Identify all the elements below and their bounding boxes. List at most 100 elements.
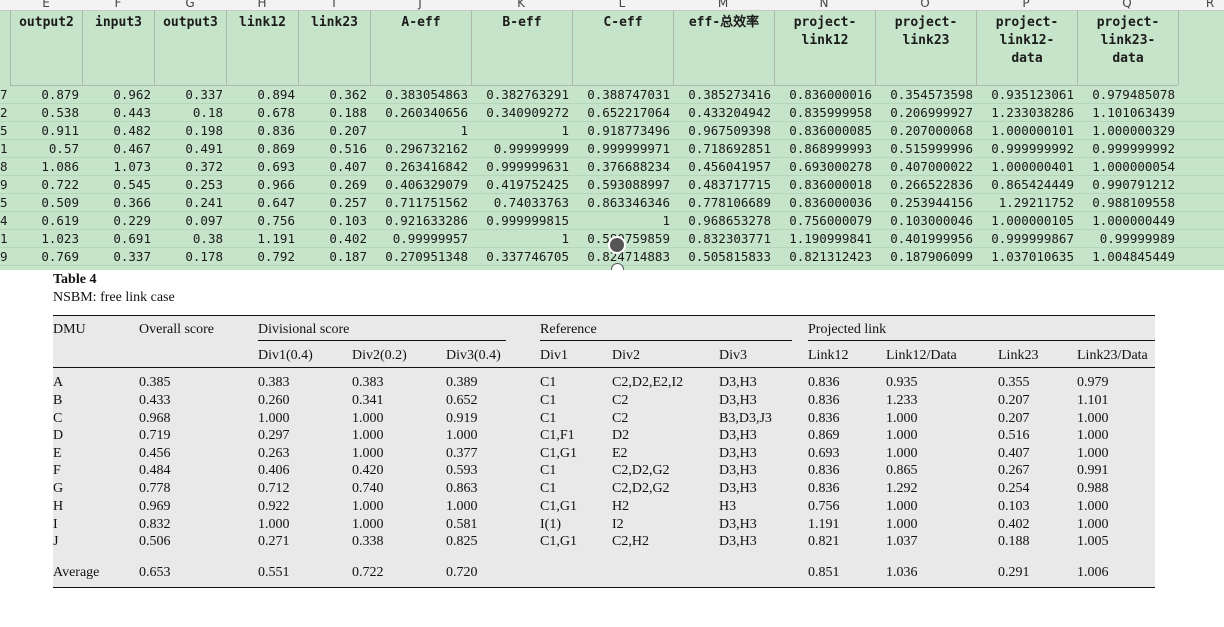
header-cell[interactable]: project- link23- data — [1096, 15, 1160, 66]
data-cell[interactable]: 1.000000054 — [1092, 159, 1175, 174]
data-cell[interactable]: 0.482 — [113, 123, 151, 138]
data-cell[interactable]: 0.253944156 — [890, 195, 973, 210]
data-cell[interactable]: 0.266522836 — [890, 177, 973, 192]
data-cell[interactable]: 0.863346346 — [587, 195, 670, 210]
data-cell[interactable]: 0.372 — [185, 159, 223, 174]
data-cell[interactable]: 0.865424449 — [991, 177, 1074, 192]
spreadsheet-grid[interactable]: E F G H I J K L M N O P Q R output2 input3 output3 link1… — [0, 0, 1224, 270]
row-number-fragment[interactable]: 9 — [0, 177, 8, 192]
data-cell[interactable]: 0.593088997 — [587, 177, 670, 192]
data-cell[interactable]: 0.652217064 — [587, 105, 670, 120]
row-number-fragment[interactable]: 8 — [0, 159, 8, 174]
data-cell[interactable]: 0.722 — [41, 177, 79, 192]
data-cell[interactable]: 0.693000278 — [789, 159, 872, 174]
header-cell[interactable]: C-eff — [603, 15, 643, 30]
data-cell[interactable]: 0.263416842 — [385, 159, 468, 174]
data-cell[interactable]: 1.004845449 — [1092, 249, 1175, 264]
data-cell[interactable]: 0.362 — [329, 87, 367, 102]
row-number-fragment[interactable]: 5 — [0, 195, 8, 210]
data-cell[interactable]: 0.269 — [329, 177, 367, 192]
column-letter[interactable]: N — [819, 0, 829, 10]
column-letter[interactable]: G — [185, 0, 195, 10]
data-cell[interactable]: 1.000000105 — [991, 213, 1074, 228]
data-cell[interactable]: 0.433204942 — [688, 105, 771, 120]
data-cell[interactable]: 1.000000449 — [1092, 213, 1175, 228]
data-cell[interactable]: 0.456041957 — [688, 159, 771, 174]
data-cell[interactable]: 0.869 — [257, 141, 295, 156]
data-cell[interactable]: 0.678 — [257, 105, 295, 120]
header-cell[interactable]: A-eff — [401, 15, 441, 30]
rotate-handle-icon[interactable] — [608, 236, 626, 254]
data-cell[interactable]: 0.407000022 — [890, 159, 973, 174]
data-cell[interactable]: 0.188 — [329, 105, 367, 120]
data-cell[interactable]: 0.836 — [257, 123, 295, 138]
data-cell[interactable]: 0.103 — [329, 213, 367, 228]
data-cell[interactable]: 0.337 — [185, 87, 223, 102]
data-cell[interactable]: 0.340909272 — [486, 105, 569, 120]
data-cell[interactable]: 0.296732162 — [385, 141, 468, 156]
data-cell[interactable]: 0.979485078 — [1092, 87, 1175, 102]
column-letter[interactable]: H — [257, 0, 267, 10]
data-cell[interactable]: 0.382763291 — [486, 87, 569, 102]
header-cell[interactable]: output3 — [163, 15, 218, 30]
data-cell[interactable]: 1.101063439 — [1092, 105, 1175, 120]
data-cell[interactable]: 0.406329079 — [385, 177, 468, 192]
row-number-fragment[interactable]: 1 — [0, 231, 8, 246]
column-letter[interactable]: O — [920, 0, 930, 10]
data-cell[interactable]: 0.999999867 — [991, 231, 1074, 246]
data-cell[interactable]: 0.836000036 — [789, 195, 872, 210]
column-letter[interactable]: M — [717, 0, 729, 10]
data-cell[interactable]: 0.206999927 — [890, 105, 973, 120]
data-cell[interactable]: 1 — [561, 123, 569, 138]
data-cell[interactable]: 0.99999999 — [493, 141, 569, 156]
data-cell[interactable]: 0.198 — [185, 123, 223, 138]
data-cell[interactable]: 0.580759859 — [587, 231, 670, 246]
data-cell[interactable]: 0.966 — [257, 177, 295, 192]
data-cell[interactable]: 0.383054863 — [385, 87, 468, 102]
header-cell[interactable]: link23 — [311, 15, 358, 30]
header-cell[interactable]: input3 — [95, 15, 142, 30]
data-cell[interactable]: 0.999999815 — [486, 213, 569, 228]
data-cell[interactable]: 0.988109558 — [1092, 195, 1175, 210]
data-cell[interactable]: 0.354573598 — [890, 87, 973, 102]
data-cell[interactable]: 0.229 — [113, 213, 151, 228]
data-cell[interactable]: 0.836000016 — [789, 87, 872, 102]
data-cell[interactable]: 0.769 — [41, 249, 79, 264]
header-cell[interactable]: output2 — [19, 15, 74, 30]
data-cell[interactable]: 0.401999956 — [890, 231, 973, 246]
data-cell[interactable]: 0.388747031 — [587, 87, 670, 102]
header-cell[interactable]: project- link12- data — [995, 15, 1059, 66]
data-cell[interactable]: 0.443 — [113, 105, 151, 120]
data-cell[interactable]: 0.821312423 — [789, 249, 872, 264]
data-cell[interactable]: 0.647 — [257, 195, 295, 210]
data-cell[interactable]: 0.99999989 — [1099, 231, 1175, 246]
data-cell[interactable]: 0.491 — [185, 141, 223, 156]
data-cell[interactable]: 0.207000068 — [890, 123, 973, 138]
data-cell[interactable]: 0.515999996 — [890, 141, 973, 156]
data-cell[interactable]: 0.57 — [48, 141, 79, 156]
data-cell[interactable]: 1.000000401 — [991, 159, 1074, 174]
data-cell[interactable]: 0.337 — [113, 249, 151, 264]
data-cell[interactable]: 0.337746705 — [486, 249, 569, 264]
column-letter[interactable]: J — [418, 0, 422, 10]
data-cell[interactable]: 1 — [561, 231, 569, 246]
data-cell[interactable]: 0.38 — [192, 231, 223, 246]
data-cell[interactable]: 0.999999631 — [486, 159, 569, 174]
data-cell[interactable]: 0.74033763 — [493, 195, 569, 210]
data-cell[interactable]: 0.835999958 — [789, 105, 872, 120]
data-cell[interactable]: 0.402 — [329, 231, 367, 246]
data-cell[interactable]: 1.037010635 — [991, 249, 1074, 264]
data-cell[interactable]: 1.29211752 — [998, 195, 1074, 210]
row-number-fragment[interactable]: 5 — [0, 123, 8, 138]
data-cell[interactable]: 1.000000329 — [1092, 123, 1175, 138]
data-cell[interactable]: 0.756000079 — [789, 213, 872, 228]
row-number-fragment[interactable]: 2 — [0, 105, 8, 120]
data-cell[interactable]: 0.968653278 — [688, 213, 771, 228]
header-cell[interactable]: project- link23 — [894, 15, 958, 48]
data-cell[interactable]: 0.187906099 — [890, 249, 973, 264]
data-cell[interactable]: 0.505815833 — [688, 249, 771, 264]
data-cell[interactable]: 0.241 — [185, 195, 223, 210]
column-letter[interactable]: F — [114, 0, 122, 10]
data-cell[interactable]: 0.918773496 — [587, 123, 670, 138]
data-cell[interactable]: 0.836000018 — [789, 177, 872, 192]
